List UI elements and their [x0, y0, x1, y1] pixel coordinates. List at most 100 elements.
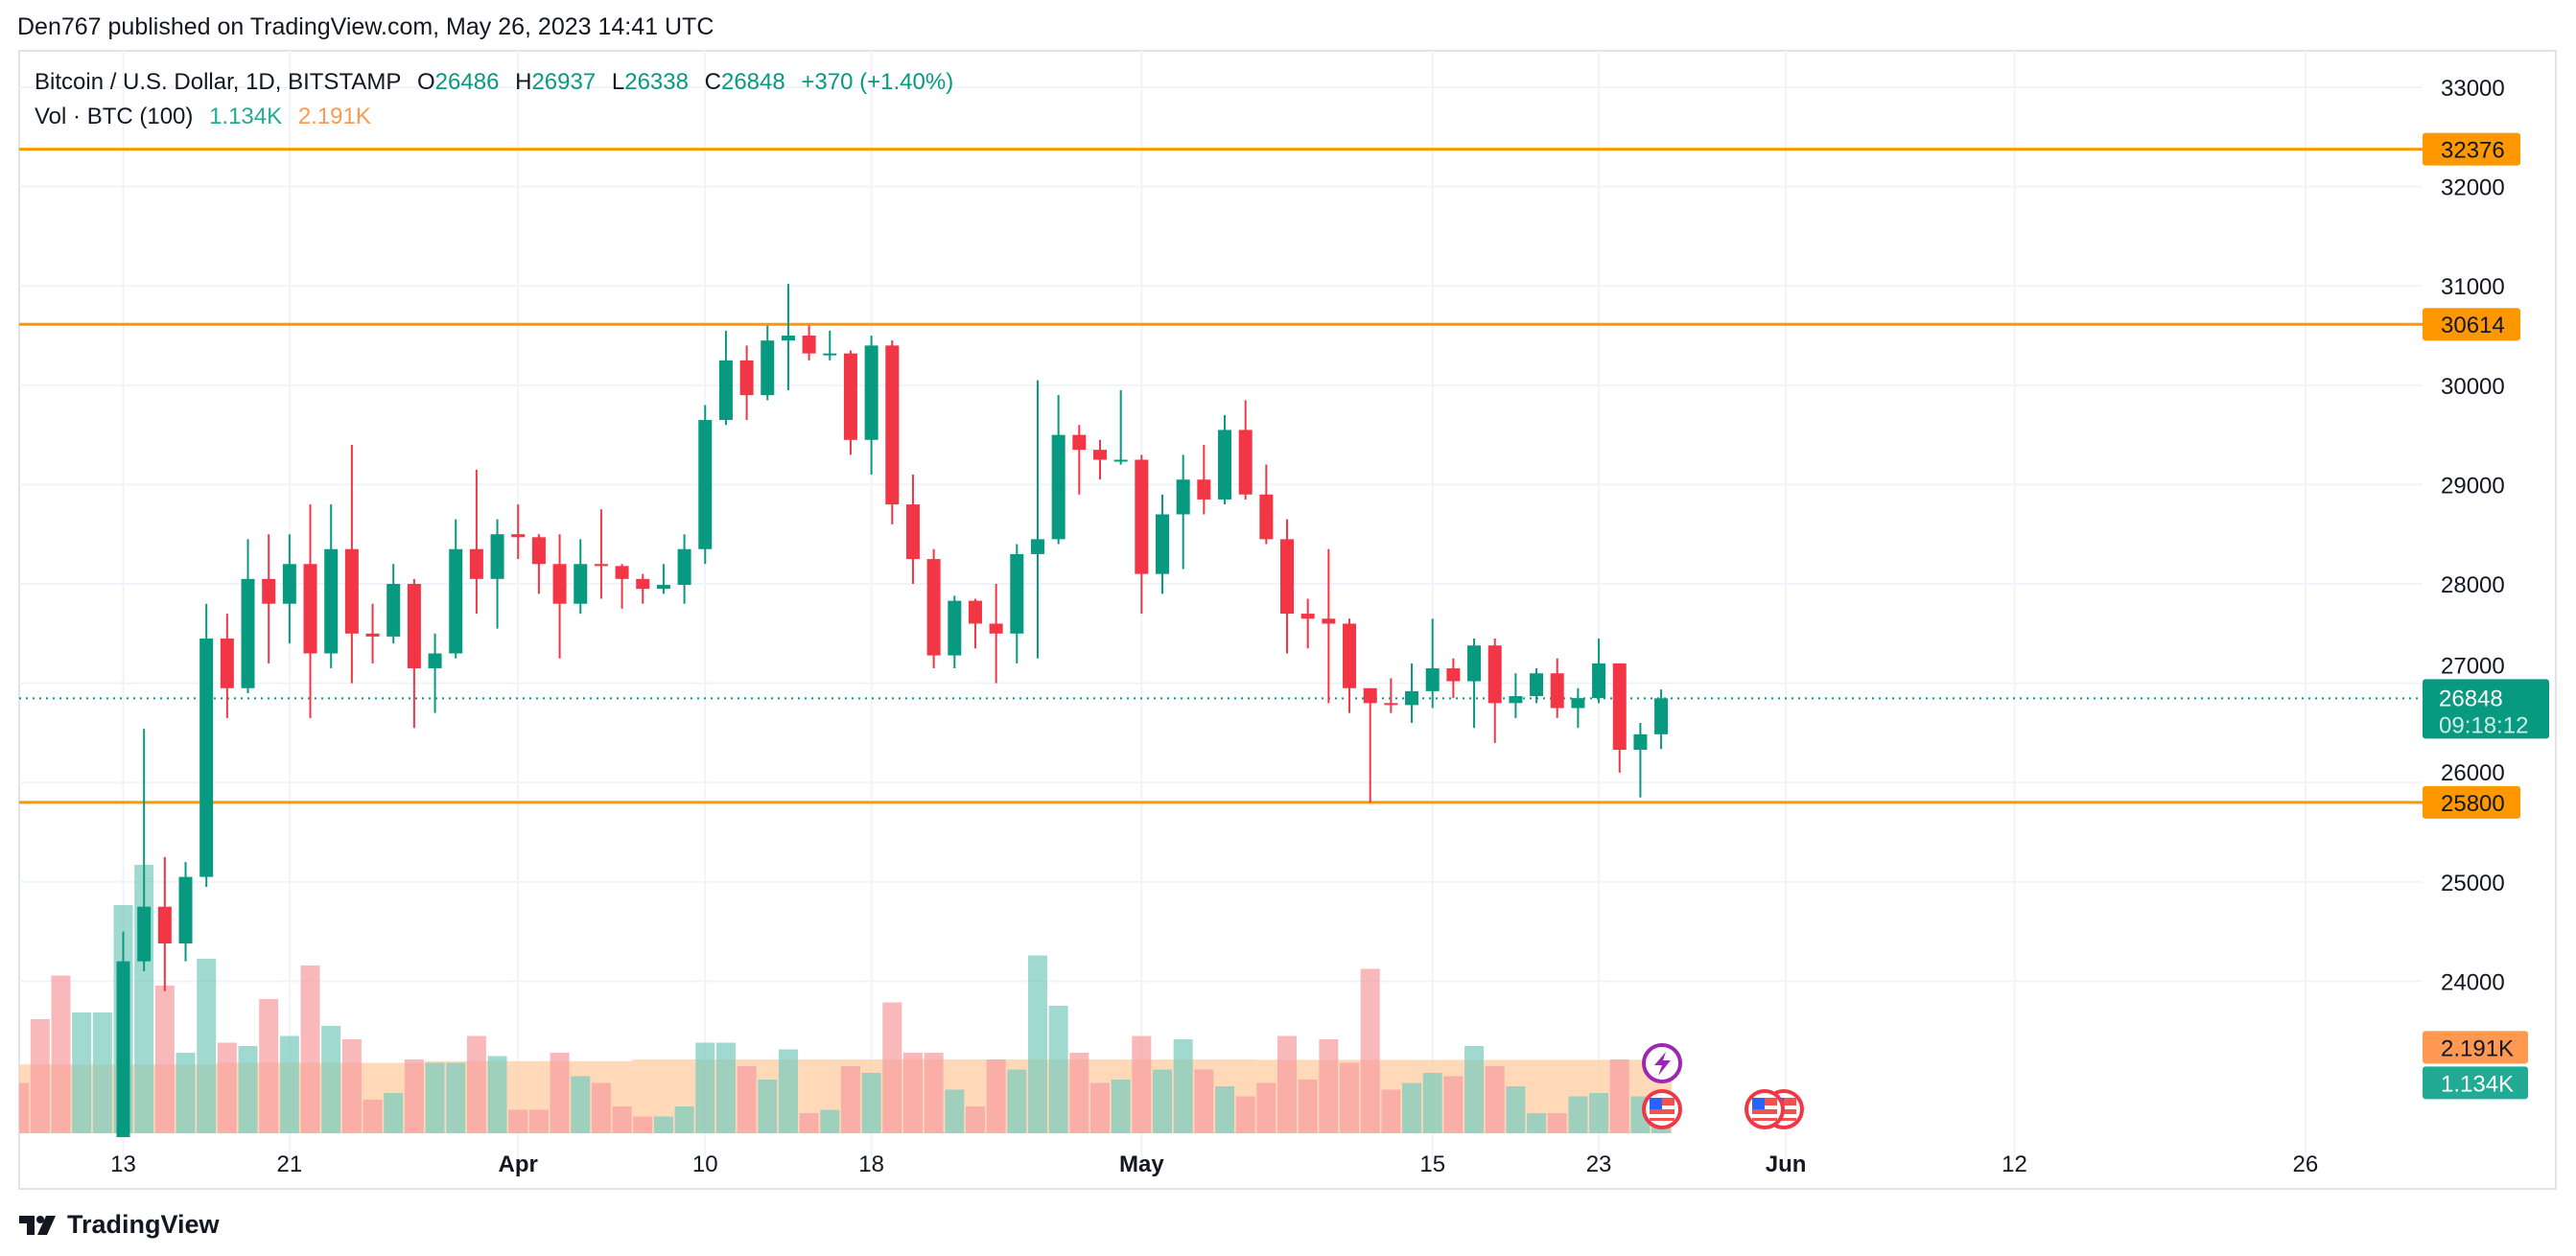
volume-bar [1069, 1053, 1089, 1133]
candle-body [324, 548, 339, 654]
volume-title[interactable]: Vol · BTC (100) [35, 104, 194, 129]
time-tick-label: 13 [110, 1151, 136, 1177]
candle-body [262, 578, 276, 604]
candle-body [1156, 514, 1169, 574]
volume-bar [1132, 1035, 1152, 1133]
candle-body [1010, 553, 1024, 634]
ohlc-high: H26937 [515, 69, 596, 95]
volume-bar [404, 1059, 424, 1133]
volume-bar [30, 1019, 50, 1133]
us-flag-event-icon[interactable] [1642, 1089, 1682, 1129]
candle-body [220, 638, 234, 688]
ohlc-close: C26848 [705, 69, 785, 95]
volume-legend: Vol · BTC (100) 1.134K 2.191K [35, 100, 963, 134]
volume-value: 1.134K [209, 104, 283, 129]
time-tick-label: 26 [2292, 1151, 2318, 1177]
volume-bar [197, 959, 217, 1133]
flag-stripe-white [1650, 1114, 1674, 1118]
volume-bar [1422, 1073, 1442, 1133]
volume-bar [1464, 1046, 1485, 1133]
volume-ma-label: 2.191K [2441, 1035, 2514, 1061]
candle-body [1571, 698, 1585, 709]
volume-bar [1485, 1066, 1505, 1133]
volume-bar [882, 1002, 902, 1133]
volume-bar [715, 1042, 736, 1133]
volume-bar [92, 1012, 112, 1133]
volume-bar [508, 1109, 528, 1133]
volume-bar [633, 1116, 653, 1133]
price-tick-label: 27000 [2441, 653, 2505, 679]
candle-body [1467, 645, 1482, 682]
us-flag-event-icon[interactable] [1745, 1089, 1785, 1129]
candle-body [178, 876, 193, 944]
volume-bar [1319, 1039, 1339, 1133]
candle-body [157, 906, 172, 944]
candle-body [1384, 703, 1398, 706]
volume-bar [550, 1053, 570, 1133]
open-label: O [417, 69, 435, 95]
candle-body [1425, 668, 1440, 691]
candle-body [1612, 663, 1627, 751]
candle-body [656, 585, 670, 590]
candle-body [989, 623, 1003, 634]
price-tick-label: 25000 [2441, 871, 2505, 896]
time-tick-label: 21 [277, 1151, 303, 1177]
candle-body [1051, 434, 1066, 540]
candle-body [1530, 673, 1544, 697]
symbol-title[interactable]: Bitcoin / U.S. Dollar, 1D, BITSTAMP [35, 69, 402, 95]
volume-bar [217, 1042, 237, 1133]
candle-body [1113, 459, 1128, 462]
flag-canton [1752, 1098, 1765, 1109]
volume-bar [154, 986, 175, 1133]
high-value: 26937 [531, 69, 597, 95]
candle-body [1092, 450, 1107, 460]
candle-body [428, 653, 442, 669]
volume-bar [1089, 1082, 1110, 1133]
volume-bar [384, 1093, 404, 1133]
candle-body [926, 559, 941, 656]
lightning-icon [1654, 1052, 1671, 1076]
candle-body [344, 548, 359, 634]
volume-bar [1235, 1096, 1255, 1133]
level-price-label: 30614 [2441, 313, 2505, 338]
earnings-event-icon[interactable] [1642, 1043, 1682, 1083]
candle-body [781, 336, 795, 341]
volume-bar [466, 1035, 486, 1133]
volume-bar [1443, 1076, 1464, 1133]
volume-bar [1153, 1069, 1172, 1133]
tradingview-brand[interactable]: TradingView [19, 1210, 220, 1240]
price-tick-label: 31000 [2441, 274, 2505, 300]
candle-body [823, 353, 837, 356]
volume-last-label: 1.134K [2441, 1071, 2514, 1097]
volume-bar [1340, 1062, 1360, 1133]
published-caption: Den767 published on TradingView.com, May… [17, 13, 714, 40]
candle-body [1405, 690, 1419, 706]
level-price-tag [2423, 308, 2520, 341]
volume-bar [820, 1109, 840, 1133]
candle-body [1487, 645, 1502, 704]
volume-bar [341, 1039, 362, 1133]
candle-body [1300, 614, 1315, 619]
candle-body [137, 906, 152, 962]
open-value: 26486 [434, 69, 500, 95]
volume-bar [1048, 1006, 1068, 1133]
candle-body [1259, 494, 1274, 540]
volume-bar [1256, 1082, 1276, 1133]
volume-bar [1007, 1069, 1027, 1133]
candle-body [1280, 539, 1295, 615]
candle-body [1343, 623, 1357, 688]
candle-body [843, 353, 857, 440]
volume-bar [1111, 1080, 1131, 1133]
candle-body [718, 360, 733, 421]
price-tick-label: 24000 [2441, 969, 2505, 995]
time-tick-label: Jun [1766, 1151, 1807, 1177]
candle-body [199, 638, 214, 877]
time-tick-label: 12 [2002, 1151, 2027, 1177]
volume-bar [1381, 1089, 1401, 1133]
volume-bar [363, 1100, 383, 1133]
time-tick-label: May [1119, 1151, 1164, 1177]
volume-bar [799, 1113, 819, 1133]
volume-bar [571, 1076, 591, 1133]
volume-bar [300, 965, 320, 1133]
